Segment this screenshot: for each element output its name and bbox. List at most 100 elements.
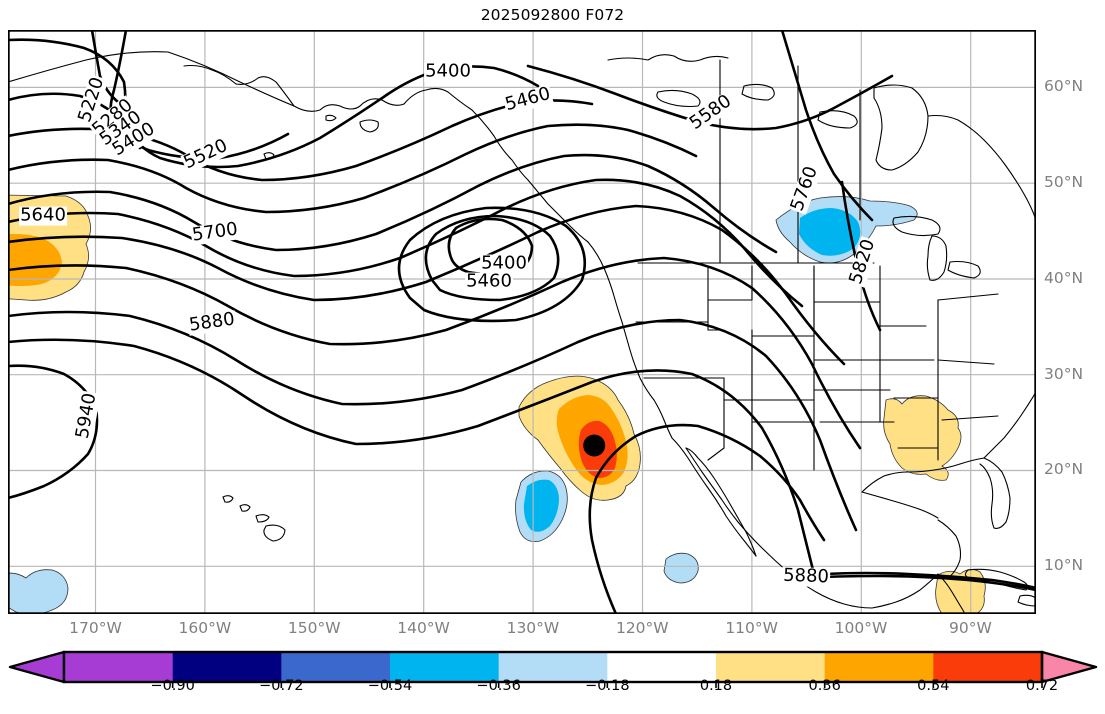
contour-label: 5400 bbox=[480, 252, 528, 274]
colorbar-segment[interactable] bbox=[64, 652, 174, 682]
alaska-island-b bbox=[325, 114, 337, 122]
contour-5880-gulf bbox=[822, 571, 1036, 590]
map-panel[interactable]: 5220 5280 5340 5400 5400 5460 5520 5580 5640 5700… bbox=[8, 30, 1036, 614]
contour-5580-s bbox=[8, 153, 778, 254]
contour-label: 5400 bbox=[424, 60, 472, 82]
colorbar-under-arrow bbox=[8, 650, 66, 684]
colorbar-tick-label: −0.36 bbox=[476, 678, 521, 694]
state-border-southeast-b bbox=[941, 415, 999, 421]
lon-tick-label: 100°W bbox=[834, 619, 888, 637]
contour-5460-closed bbox=[424, 214, 560, 302]
lat-tick-label: 10°N bbox=[1044, 556, 1084, 575]
hispaniola bbox=[1017, 594, 1036, 607]
hawaii-oahu bbox=[239, 504, 251, 512]
colorbar-segment[interactable] bbox=[824, 652, 934, 682]
colorbar-segment[interactable] bbox=[281, 652, 391, 682]
texas-warm-anomaly bbox=[883, 395, 962, 481]
southwest-pacific-cold-anomaly bbox=[8, 569, 69, 614]
us-east-coast bbox=[983, 391, 1036, 459]
british-columbia-coast bbox=[587, 241, 623, 323]
contour-5520-closed bbox=[397, 206, 587, 323]
contour-5880-south bbox=[588, 423, 826, 614]
colorbar-segment[interactable] bbox=[498, 652, 608, 682]
colorbar[interactable]: −0.90 −0.72 −0.54 −0.36 −0.18 0.18 0.36 0.54 0.7… bbox=[8, 650, 1098, 710]
lon-tick-label: 150°W bbox=[287, 619, 341, 637]
colorbar-tick-label: 0.54 bbox=[917, 678, 950, 694]
contour-label: 5640 bbox=[19, 204, 67, 226]
colorbar-tick-label: −0.72 bbox=[259, 678, 304, 694]
colorbar-tick-label: 0.36 bbox=[808, 678, 841, 694]
gulf-of-california bbox=[685, 447, 739, 523]
canada-lake-b bbox=[741, 83, 775, 101]
colorbar-tick-label: −0.18 bbox=[585, 678, 630, 694]
colorbar-segment[interactable] bbox=[390, 652, 500, 682]
hawaii-maui bbox=[255, 514, 270, 523]
lon-tick-label: 90°W bbox=[948, 619, 992, 637]
contour-label: 5880 bbox=[781, 564, 831, 588]
contour-5640 bbox=[8, 178, 804, 308]
contour-5760 bbox=[8, 256, 862, 450]
colorbar-segment[interactable] bbox=[716, 652, 826, 682]
shaded-anomaly-layer bbox=[8, 194, 986, 614]
state-border-southeast-a bbox=[937, 359, 995, 365]
lat-tick-label: 20°N bbox=[1044, 460, 1084, 479]
colorbar-tick-label: 0.18 bbox=[699, 678, 733, 694]
contour-5580-n bbox=[526, 64, 894, 131]
north-pacific-warm-anomaly-inner bbox=[8, 234, 62, 286]
page-title: 2025092800 F072 bbox=[480, 6, 625, 24]
alaska-interior-coast bbox=[235, 76, 295, 107]
colorbar-tick-label: 0.72 bbox=[1025, 678, 1059, 694]
colorbar-segment[interactable] bbox=[172, 652, 282, 682]
map-canvas[interactable] bbox=[8, 30, 1036, 614]
baja-peninsula-west bbox=[671, 437, 757, 557]
colorbar-segment[interactable] bbox=[933, 652, 1043, 682]
canada-lake-a bbox=[656, 89, 701, 108]
baja-peninsula-east bbox=[685, 447, 757, 557]
lat-tick-label: 50°N bbox=[1044, 173, 1084, 192]
great-lakes-superior bbox=[892, 215, 941, 237]
colorbar-outline bbox=[62, 650, 1044, 684]
colorbar-segment[interactable] bbox=[607, 652, 717, 682]
contour-5820 bbox=[8, 310, 858, 532]
canada-arctic-coast bbox=[607, 54, 729, 62]
contour-5700 bbox=[8, 204, 846, 366]
hudson-bay bbox=[873, 84, 929, 171]
gulf-of-mexico-coast bbox=[861, 491, 939, 519]
contour-5760-north bbox=[780, 30, 874, 222]
contour-label: 5460 bbox=[465, 270, 513, 292]
colorbar-tick-label: −0.54 bbox=[367, 678, 413, 694]
lat-tick-label: 30°N bbox=[1044, 364, 1084, 383]
hawaii-bigisland bbox=[263, 524, 286, 542]
lon-tick-label: 130°W bbox=[506, 619, 560, 637]
canada-lake-c bbox=[817, 110, 858, 129]
tropical-pacific-cold-anomaly bbox=[663, 552, 699, 584]
contour-5940 bbox=[8, 364, 99, 500]
state-border-ca-east bbox=[707, 377, 725, 461]
bering-coast bbox=[183, 64, 237, 85]
colorbar-canvas[interactable] bbox=[8, 650, 1098, 710]
hawaii-kauai bbox=[222, 495, 234, 503]
florida-peninsula bbox=[979, 457, 1011, 529]
contour-5520-n bbox=[8, 123, 698, 214]
great-lakes-michigan-huron bbox=[926, 235, 948, 281]
state-border-northeast bbox=[937, 293, 999, 301]
contour-5400-closed bbox=[447, 217, 534, 276]
canada-east-coast bbox=[927, 114, 1036, 221]
northern-plains-cold-anomaly-inner bbox=[799, 208, 861, 256]
colorbar-tick-label: −0.90 bbox=[150, 678, 195, 694]
contour-5880 bbox=[8, 338, 818, 584]
lon-tick-label: 120°W bbox=[615, 619, 669, 637]
us-gulf-coast bbox=[861, 457, 985, 493]
mexico-south-coast bbox=[871, 573, 939, 609]
state-border-mt-id bbox=[707, 265, 753, 301]
great-lakes-erie-ontario bbox=[947, 260, 981, 279]
storm-center-marker[interactable] bbox=[583, 434, 606, 457]
contour-5880-e bbox=[796, 574, 1036, 592]
alaska-panhandle bbox=[527, 179, 589, 243]
kodiak-island bbox=[359, 119, 379, 133]
lat-tick-label: 40°N bbox=[1044, 268, 1084, 287]
map-frame bbox=[8, 30, 1036, 614]
lat-tick-label: 60°N bbox=[1044, 77, 1084, 96]
alaska-southcoast bbox=[403, 87, 529, 181]
